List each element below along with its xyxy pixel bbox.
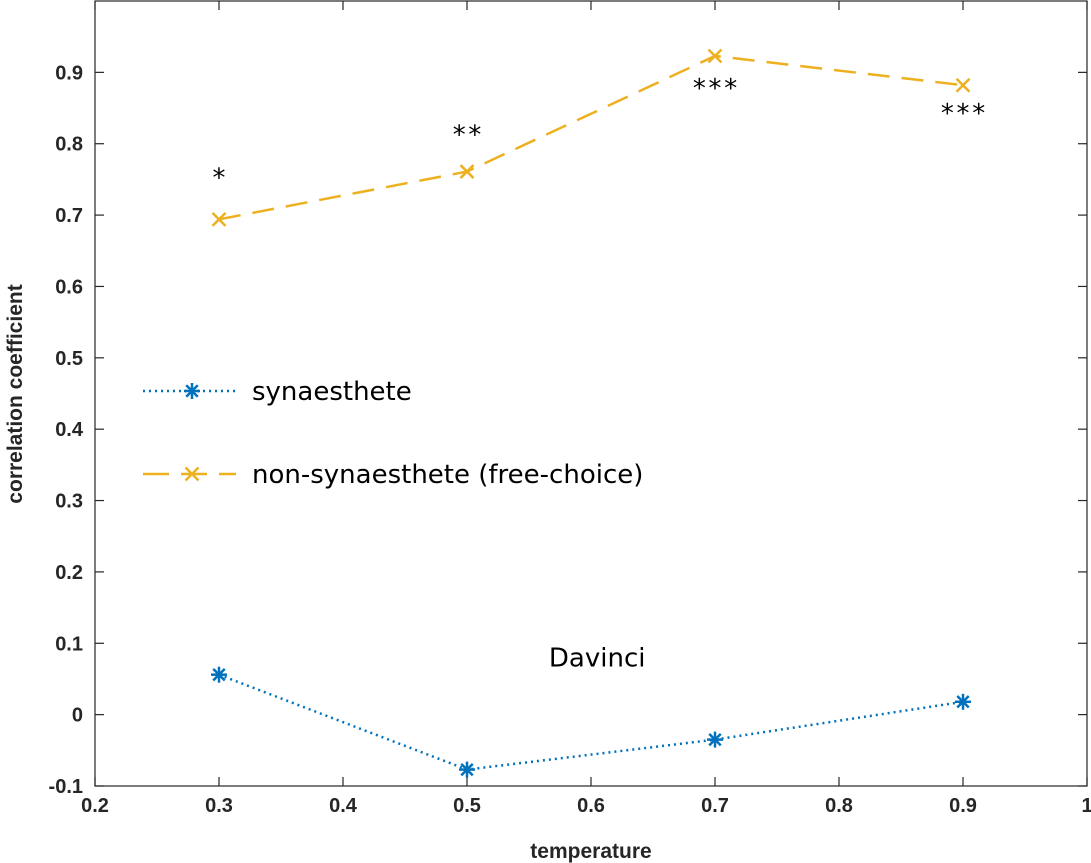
legend-marker — [184, 383, 200, 399]
x-tick-label: 0.9 — [949, 795, 977, 817]
y-tick-label: 0.1 — [55, 633, 83, 655]
series-markers — [211, 48, 971, 778]
data-point — [211, 211, 227, 227]
y-tick-label: 0.2 — [55, 562, 83, 584]
significance-label: * — [211, 163, 227, 193]
x-tick-label: 0.8 — [825, 795, 853, 817]
series-lines — [218, 54, 964, 771]
significance-label: *** — [940, 99, 987, 129]
x-axis: 0.2 0.3 0.4 0.5 0.6 0.7 0.8 0.9 1 — [81, 1, 1091, 817]
y-tick-label: 0.8 — [55, 134, 83, 156]
legend-label: synaesthete — [252, 377, 412, 407]
y-tick-label: 0.5 — [55, 348, 83, 370]
legend-marker — [184, 466, 200, 482]
x-tick-label: 0.2 — [81, 795, 109, 817]
data-point — [955, 77, 971, 93]
y-axis-title: correlation coefficient — [4, 284, 27, 503]
legend-item: non-synaesthete (free-choice) — [143, 460, 643, 490]
y-tick-label: 0.3 — [55, 491, 83, 513]
x-tick-label: 0.7 — [701, 795, 729, 817]
plot-area — [94, 0, 1088, 787]
significance-label: *** — [692, 74, 739, 104]
y-tick-label: 0.4 — [55, 419, 84, 441]
data-point — [459, 761, 475, 778]
y-tick-label: 0.9 — [55, 62, 83, 84]
significance-label: ** — [451, 120, 482, 150]
legend: synaesthete non-synaesthete (free-choice) — [143, 377, 643, 490]
y-axis: -0.1 0 0.1 0.2 0.3 0.4 0.5 0.6 0.7 0.8 0.9 — [49, 62, 1087, 798]
data-point — [707, 48, 723, 64]
data-point — [707, 731, 723, 748]
x-tick-label: 0.3 — [205, 795, 233, 817]
data-point — [459, 164, 475, 179]
series-line-1 — [218, 54, 964, 221]
series-line-0 — [218, 673, 964, 771]
x-tick-label: 0.4 — [329, 795, 358, 817]
data-point — [955, 693, 971, 710]
legend-item: synaesthete — [143, 377, 412, 407]
x-tick-label: 0.6 — [577, 795, 605, 817]
y-tick-label: 0.6 — [55, 276, 83, 298]
legend-label: non-synaesthete (free-choice) — [252, 460, 643, 490]
annotations: Davinci — [549, 644, 646, 674]
y-tick-label: -0.1 — [49, 776, 83, 798]
annotation-label: Davinci — [549, 644, 646, 674]
significance-labels: ********* — [211, 74, 986, 193]
y-tick-label: 0.7 — [55, 205, 83, 227]
x-tick-label: 0.5 — [453, 795, 481, 817]
y-tick-label: 0 — [72, 705, 83, 727]
data-point — [211, 666, 227, 683]
x-axis-title: temperature — [530, 840, 651, 863]
x-tick-label: 1 — [1081, 795, 1091, 817]
